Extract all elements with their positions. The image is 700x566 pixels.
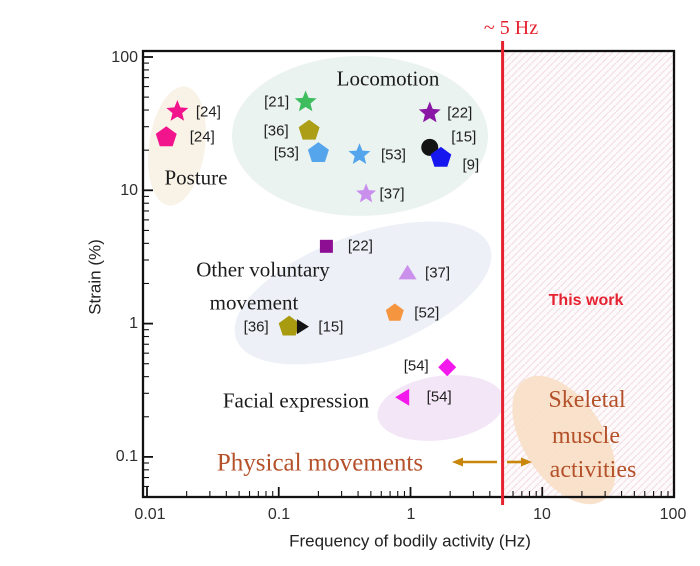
marker-pentagon-36 <box>298 119 320 140</box>
y-tick-0.1: 0.1 <box>115 448 138 465</box>
marker-triangle-right-15 <box>296 319 309 335</box>
five-hz-label: ~ 5 Hz <box>483 17 539 39</box>
group-label-facial-expression: Facial expression <box>222 388 370 413</box>
physical-arrow-head-icon <box>452 457 463 467</box>
skeletal-arrow-head-icon <box>521 457 532 467</box>
this-work-label: This work <box>548 292 624 309</box>
x-tick-100: 100 <box>659 506 687 523</box>
marker-circle-15 <box>421 138 439 156</box>
x-tick-0.01: 0.01 <box>134 506 166 523</box>
plot-frame <box>141 49 676 499</box>
cite-label-13: [36] <box>243 318 269 336</box>
cite-label-9: [37] <box>379 185 405 203</box>
group-label-other-voluntary-line1: Other voluntary <box>196 257 330 282</box>
x-tick-10: 10 <box>533 506 551 523</box>
cite-label-3: [36] <box>263 122 289 140</box>
cite-label-16: [54] <box>426 388 452 406</box>
cite-label-7: [15] <box>451 128 477 146</box>
cite-label-15: [54] <box>403 357 429 375</box>
marker-diamond-54 <box>438 358 457 377</box>
cite-label-8: [9] <box>462 156 480 174</box>
marker-star-53 <box>348 143 371 164</box>
y-tick-10: 10 <box>120 182 138 199</box>
cite-label-11: [37] <box>425 264 451 282</box>
marker-star-small-37 <box>356 183 377 203</box>
cite-label-10: [22] <box>347 237 373 255</box>
marker-star-22 <box>418 101 441 123</box>
group-label-skeletal-line3: activities <box>549 457 637 483</box>
region-ellipse-posture <box>148 86 206 206</box>
cite-label-5: [53] <box>380 146 406 164</box>
region-ellipse-facial-expression <box>377 375 505 441</box>
physical-movements-label: Physical movements <box>216 449 424 477</box>
x-tick-1: 1 <box>406 506 416 523</box>
cite-label-1: [24] <box>189 128 215 146</box>
marker-pentagon-53 <box>307 142 329 162</box>
marker-pentagon-small-52 <box>385 303 404 321</box>
marker-star-24 <box>166 100 189 121</box>
group-label-skeletal-line2: muscle <box>552 423 620 449</box>
marker-pentagon-24 <box>155 126 177 147</box>
cite-label-0: [24] <box>195 103 221 120</box>
marker-star-21 <box>294 90 317 112</box>
y-tick-100: 100 <box>111 49 138 66</box>
region-ellipse-locomotion <box>232 56 488 216</box>
cite-label-12: [52] <box>414 304 440 322</box>
y-tick-1: 1 <box>129 315 138 332</box>
cite-label-14: [15] <box>318 318 344 336</box>
marker-triangle-up-37 <box>398 264 417 280</box>
x-axis-title: Frequency of bodily activity (Hz) <box>289 531 531 551</box>
cite-label-6: [22] <box>447 104 473 122</box>
marker-triangle-left-54 <box>395 388 410 406</box>
group-label-locomotion: Locomotion <box>336 66 440 91</box>
y-axis-title: Strain (%) <box>85 239 105 315</box>
marker-pentagon-9 <box>430 146 452 167</box>
cite-label-2: [21] <box>264 93 290 111</box>
cite-label-4: [53] <box>273 144 299 162</box>
group-label-posture: Posture <box>164 165 228 190</box>
marker-pentagon-36 <box>278 315 300 336</box>
region-ellipse-skeletal-muscle-activities <box>512 375 616 505</box>
x-tick-0.1: 0.1 <box>267 506 291 523</box>
group-label-skeletal-line1: Skeletal <box>548 387 626 413</box>
group-label-other-voluntary-line2: movement <box>209 290 299 315</box>
marker-square-22 <box>319 239 333 253</box>
